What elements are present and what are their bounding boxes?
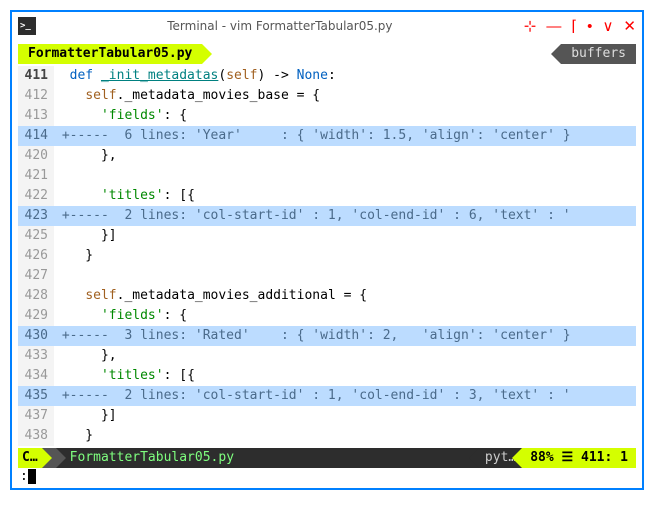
window-title: Terminal - vim FormatterTabular05.py bbox=[36, 19, 524, 33]
code-row[interactable]: 420 }, bbox=[18, 146, 636, 166]
line-number: 434 bbox=[18, 366, 54, 386]
dropdown-icon[interactable]: ∨ bbox=[602, 17, 613, 35]
line-content: 'titles': [{ bbox=[54, 366, 636, 386]
status-mode: C… bbox=[18, 448, 42, 468]
code-row[interactable]: 412 self._metadata_movies_base = { bbox=[18, 86, 636, 106]
line-content: +----- 2 lines: 'col-start-id' : 1, 'col… bbox=[54, 206, 636, 226]
line-number: 435 bbox=[18, 386, 54, 406]
line-content bbox=[54, 166, 636, 186]
line-number: 437 bbox=[18, 406, 54, 426]
status-sep-icon: ☰ bbox=[562, 450, 574, 465]
cursor bbox=[28, 469, 36, 484]
statusbar: C… FormatterTabular05.py pyt… 88% ☰ 411:… bbox=[18, 448, 636, 468]
code-area[interactable]: 411 def _init_metadatas(self) -> None:41… bbox=[18, 66, 636, 446]
line-content: +----- 2 lines: 'col-start-id' : 1, 'col… bbox=[54, 386, 636, 406]
status-filename: FormatterTabular05.py bbox=[56, 448, 240, 468]
line-content: 'fields': { bbox=[54, 106, 636, 126]
code-row[interactable]: 411 def _init_metadatas(self) -> None: bbox=[18, 66, 636, 86]
code-row[interactable]: 430 +----- 3 lines: 'Rated' : { 'width':… bbox=[18, 326, 636, 346]
code-row[interactable]: 422 'titles': [{ bbox=[18, 186, 636, 206]
line-number: 425 bbox=[18, 226, 54, 246]
line-number: 427 bbox=[18, 266, 54, 286]
tab-buffers[interactable]: buffers bbox=[561, 44, 636, 64]
line-content: +----- 3 lines: 'Rated' : { 'width': 2, … bbox=[54, 326, 636, 346]
line-number: 420 bbox=[18, 146, 54, 166]
line-content: }] bbox=[54, 226, 636, 246]
line-number: 433 bbox=[18, 346, 54, 366]
status-percent: 88% bbox=[530, 450, 553, 465]
line-content: self._metadata_movies_additional = { bbox=[54, 286, 636, 306]
cmdline-text: : bbox=[20, 469, 28, 484]
code-row[interactable]: 413 'fields': { bbox=[18, 106, 636, 126]
status-position: 88% ☰ 411: 1 bbox=[522, 448, 636, 468]
command-line[interactable]: : bbox=[18, 468, 636, 486]
line-number: 422 bbox=[18, 186, 54, 206]
tab-spacer bbox=[202, 44, 561, 64]
line-content: 'titles': [{ bbox=[54, 186, 636, 206]
code-row[interactable]: 429 'fields': { bbox=[18, 306, 636, 326]
editor-area[interactable]: FormatterTabular05.py buffers 411 def _i… bbox=[12, 40, 642, 488]
code-row[interactable]: 423 +----- 2 lines: 'col-start-id' : 1, … bbox=[18, 206, 636, 226]
status-col: 1 bbox=[620, 450, 628, 465]
line-content: } bbox=[54, 426, 636, 446]
line-number: 430 bbox=[18, 326, 54, 346]
code-row[interactable]: 426 } bbox=[18, 246, 636, 266]
close-button[interactable]: ✕ bbox=[623, 17, 636, 35]
line-number: 411 bbox=[18, 66, 54, 86]
status-line: 411 bbox=[581, 450, 604, 465]
code-row[interactable]: 414 +----- 6 lines: 'Year' : { 'width': … bbox=[18, 126, 636, 146]
maximize-button[interactable]: ⌈ bbox=[571, 17, 577, 35]
window-controls: ⊹ — ⌈ • ∨ ✕ bbox=[524, 17, 636, 35]
line-number: 412 bbox=[18, 86, 54, 106]
line-content: def _init_metadatas(self) -> None: bbox=[54, 66, 636, 86]
line-number: 429 bbox=[18, 306, 54, 326]
code-row[interactable]: 421 bbox=[18, 166, 636, 186]
code-row[interactable]: 435 +----- 2 lines: 'col-start-id' : 1, … bbox=[18, 386, 636, 406]
line-content: }, bbox=[54, 346, 636, 366]
line-number: 426 bbox=[18, 246, 54, 266]
line-content: +----- 6 lines: 'Year' : { 'width': 1.5,… bbox=[54, 126, 636, 146]
code-row[interactable]: 425 }] bbox=[18, 226, 636, 246]
code-row[interactable]: 438 } bbox=[18, 426, 636, 446]
line-number: 428 bbox=[18, 286, 54, 306]
line-number: 421 bbox=[18, 166, 54, 186]
line-number: 413 bbox=[18, 106, 54, 126]
line-content: } bbox=[54, 246, 636, 266]
line-number: 423 bbox=[18, 206, 54, 226]
line-content: 'fields': { bbox=[54, 306, 636, 326]
code-row[interactable]: 427 bbox=[18, 266, 636, 286]
code-row[interactable]: 433 }, bbox=[18, 346, 636, 366]
buffer-tabbar: FormatterTabular05.py buffers bbox=[18, 44, 636, 64]
line-content bbox=[54, 266, 636, 286]
pin-icon[interactable]: ⊹ bbox=[524, 17, 537, 35]
line-number: 414 bbox=[18, 126, 54, 146]
code-row[interactable]: 437 }] bbox=[18, 406, 636, 426]
line-content: }, bbox=[54, 146, 636, 166]
code-row[interactable]: 434 'titles': [{ bbox=[18, 366, 636, 386]
line-content: }] bbox=[54, 406, 636, 426]
code-row[interactable]: 428 self._metadata_movies_additional = { bbox=[18, 286, 636, 306]
status-spacer bbox=[240, 448, 479, 468]
titlebar: >_ Terminal - vim FormatterTabular05.py … bbox=[12, 12, 642, 40]
line-number: 438 bbox=[18, 426, 54, 446]
dot-icon[interactable]: • bbox=[587, 18, 592, 35]
minimize-button[interactable]: — bbox=[546, 18, 561, 35]
terminal-window: >_ Terminal - vim FormatterTabular05.py … bbox=[10, 10, 644, 490]
tab-active-file[interactable]: FormatterTabular05.py bbox=[18, 44, 202, 64]
terminal-icon: >_ bbox=[18, 17, 36, 35]
line-content: self._metadata_movies_base = { bbox=[54, 86, 636, 106]
